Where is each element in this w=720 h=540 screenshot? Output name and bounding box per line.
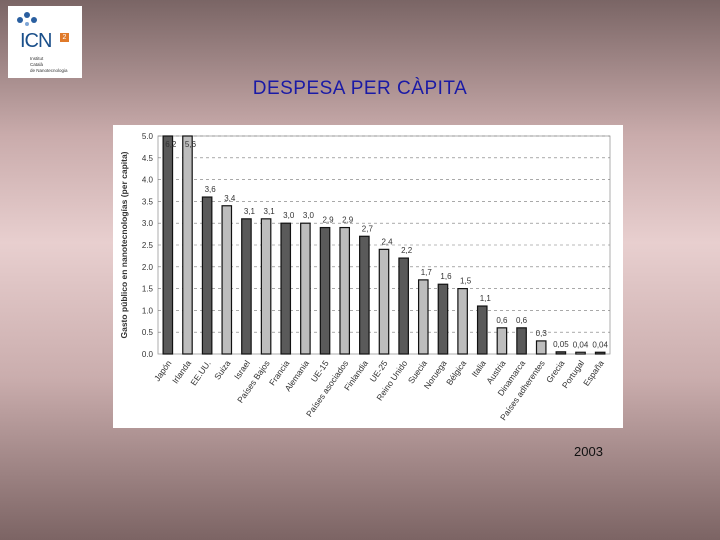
bar bbox=[339, 226, 351, 355]
bar bbox=[260, 218, 272, 355]
data-label: 0,6 bbox=[516, 316, 528, 325]
bar bbox=[300, 222, 311, 355]
data-label: 3,0 bbox=[283, 211, 295, 220]
bar bbox=[575, 351, 586, 355]
data-label: 3,1 bbox=[244, 207, 256, 216]
bar bbox=[476, 305, 488, 355]
bar bbox=[162, 135, 174, 355]
y-tick-label: 0.5 bbox=[142, 328, 154, 337]
data-label: 2,4 bbox=[381, 237, 393, 246]
bar bbox=[555, 351, 567, 355]
bar bbox=[594, 351, 606, 355]
data-label: 0,3 bbox=[536, 329, 548, 338]
x-tick-label: Italia bbox=[469, 358, 488, 379]
y-tick-label: 4.0 bbox=[142, 176, 154, 185]
x-tick-label: España bbox=[581, 358, 606, 388]
bar bbox=[201, 196, 213, 355]
bar bbox=[516, 327, 527, 355]
y-tick-label: 4.5 bbox=[142, 154, 154, 163]
logo: ICN 2 Institut Català de Nanotecnologia bbox=[8, 6, 82, 78]
y-tick-label: 2.5 bbox=[142, 241, 154, 250]
y-tick-label: 0.0 bbox=[142, 350, 154, 359]
data-label: 1,7 bbox=[421, 268, 433, 277]
data-label: 2,9 bbox=[322, 216, 334, 225]
x-tick-label: Bélgica bbox=[444, 358, 468, 387]
bar bbox=[457, 288, 468, 355]
logo-line-3: de Nanotecnologia bbox=[30, 68, 68, 73]
x-tick-label: Suiza bbox=[212, 358, 233, 381]
y-tick-label: 3.0 bbox=[142, 219, 154, 228]
chart-container: 0.0 0.5 1.0 1.5 2.0 2.5 3.0 3.5 4.0 4.5 5.0 Gasto p… bbox=[113, 125, 623, 428]
data-label: 2,9 bbox=[342, 216, 354, 225]
data-label: 6,2 bbox=[165, 140, 177, 149]
data-label: 3,6 bbox=[205, 185, 217, 194]
bar bbox=[241, 218, 252, 355]
data-label: 3,1 bbox=[264, 207, 276, 216]
y-tick-label: 3.5 bbox=[142, 197, 154, 206]
data-label: 0,05 bbox=[553, 340, 569, 349]
bar bbox=[280, 222, 292, 355]
data-label: 2,7 bbox=[362, 224, 374, 233]
year-label: 2003 bbox=[574, 444, 603, 459]
bar bbox=[319, 226, 331, 355]
y-axis-label: Gasto público en nanotecnologías (per ca… bbox=[119, 151, 129, 338]
bar bbox=[378, 248, 390, 355]
y-tick-label: 1.0 bbox=[142, 306, 154, 315]
logo-text: ICN bbox=[20, 30, 52, 52]
bar bbox=[359, 235, 370, 355]
logo-badge: 2 bbox=[60, 33, 69, 42]
bar bbox=[417, 279, 429, 355]
data-label: 0,04 bbox=[573, 340, 589, 349]
bar-chart: 0.0 0.5 1.0 1.5 2.0 2.5 3.0 3.5 4.0 4.5 5.0 Gasto p… bbox=[119, 132, 611, 422]
data-label: 0,6 bbox=[496, 316, 508, 325]
data-label: 3,4 bbox=[224, 194, 236, 203]
page-title: DESPESA PER CÀPITA bbox=[252, 78, 468, 99]
bar bbox=[221, 205, 233, 355]
bar bbox=[182, 135, 193, 355]
y-tick-label: 1.5 bbox=[142, 285, 154, 294]
data-label: 1,6 bbox=[440, 272, 452, 281]
data-label: 0,04 bbox=[592, 340, 608, 349]
data-label: 3,0 bbox=[303, 211, 315, 220]
bar bbox=[496, 327, 508, 355]
data-label: 2,2 bbox=[401, 246, 413, 255]
logo-line-2: Català bbox=[30, 62, 44, 67]
data-label: 1,5 bbox=[460, 277, 472, 286]
bar bbox=[398, 257, 409, 355]
bar bbox=[535, 340, 547, 355]
data-label: 5,6 bbox=[185, 140, 197, 149]
data-label: 1,1 bbox=[480, 294, 492, 303]
logo-line-1: Institut bbox=[30, 56, 44, 61]
x-tick-label: EE.UU. bbox=[188, 358, 212, 387]
y-tick-label: 2.0 bbox=[142, 263, 154, 272]
logo-molecule-icon bbox=[17, 12, 37, 26]
y-tick-label: 5.0 bbox=[142, 132, 154, 141]
bar bbox=[437, 283, 449, 355]
